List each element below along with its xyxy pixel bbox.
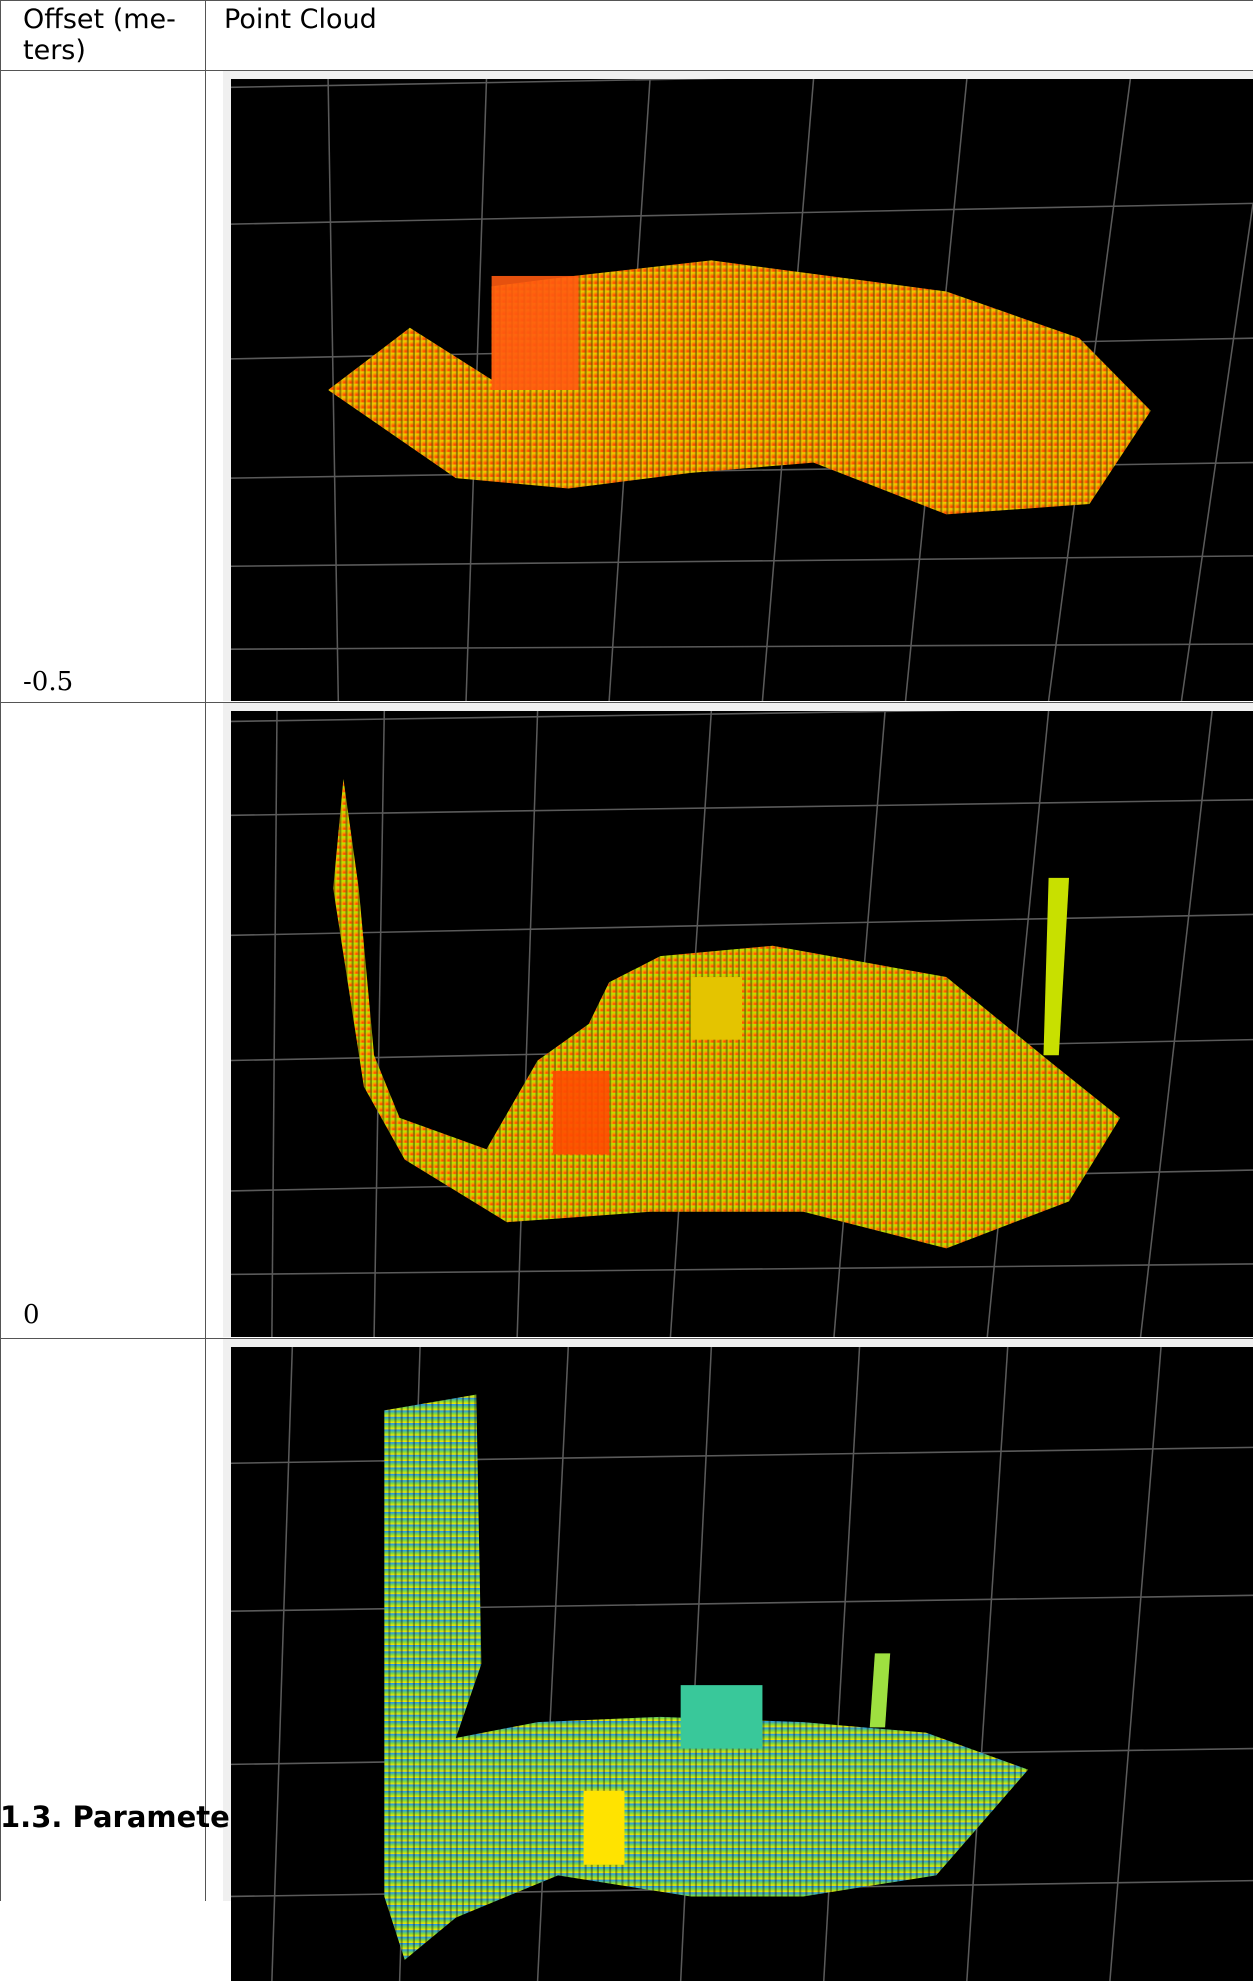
- point-cloud-image: [231, 1347, 1253, 1981]
- point-cloud-image-frame: [223, 71, 1253, 701]
- row-divider: [0, 1338, 1253, 1339]
- table-top-border: [0, 0, 1253, 1]
- offset-value: 0: [23, 1300, 40, 1330]
- point-cloud-image-frame: [223, 703, 1253, 1337]
- running-footer-page: .7: [1237, 1800, 1253, 1834]
- row-divider: [0, 702, 1253, 703]
- table-left-border: [0, 0, 1, 1901]
- point-cloud-image: [231, 79, 1253, 701]
- offset-value: -0.5: [23, 667, 74, 697]
- offset-column-header: Offset (me- ters): [23, 4, 176, 66]
- point-cloud-image: [231, 711, 1253, 1337]
- running-footer-section: 1.3. Paramete: [0, 1800, 230, 1834]
- offset-header-line2: ters): [23, 35, 86, 66]
- point-cloud-view: [231, 711, 1253, 1337]
- point-cloud-view: [231, 79, 1253, 701]
- point-cloud-column-header: Point Cloud: [224, 4, 377, 35]
- column-divider: [205, 0, 206, 1901]
- offset-header-line1: Offset (me-: [23, 4, 176, 35]
- point-cloud-view: [231, 1347, 1253, 1981]
- point-cloud-image-frame: [223, 1339, 1253, 1981]
- header-divider: [0, 70, 1253, 71]
